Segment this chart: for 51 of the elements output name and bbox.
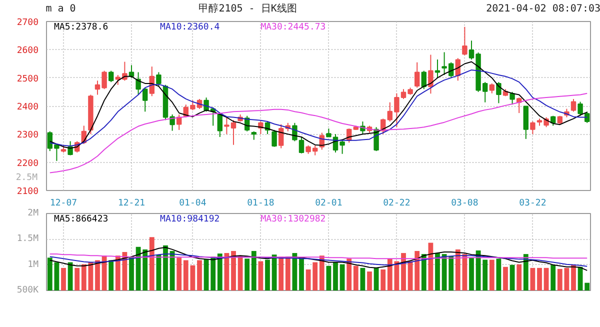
candlestick <box>156 72 162 87</box>
line-series <box>49 254 588 267</box>
text: 2021-04-02 08:07:03 <box>486 4 600 14</box>
y-tick-label: 2300 <box>16 130 39 141</box>
x-tick-label: 02-01 <box>315 198 342 208</box>
candlestick <box>278 124 284 149</box>
text: 2.5M <box>16 172 38 183</box>
candlestick <box>489 82 495 94</box>
candlestick <box>68 140 73 156</box>
text: MA5:866423 <box>54 214 108 224</box>
text: MA30:1302982 <box>260 214 326 224</box>
y-tick-label: 2700 <box>16 18 39 28</box>
text: MA30:2445.73 <box>260 22 326 32</box>
candlestick <box>128 64 134 78</box>
candlestick <box>530 120 536 135</box>
x-tick-label: 12-07 <box>50 198 78 208</box>
candlestick <box>570 98 576 112</box>
x-tick-label: 03-22 <box>519 198 546 208</box>
chart-title: 甲醇2105 - 日K线图 <box>198 2 297 14</box>
x-tick-label: 02-22 <box>383 198 410 208</box>
candlestick <box>510 91 515 106</box>
candlestick <box>428 54 434 94</box>
x-tick-label: 01-18 <box>247 198 274 208</box>
text: MA10:2360.4 <box>160 22 220 32</box>
text: m a 0 <box>46 4 76 14</box>
x-tick-label: 12-21 <box>118 198 146 208</box>
candlestick <box>108 70 114 83</box>
candlestick <box>421 70 427 90</box>
candlestick <box>584 111 590 124</box>
y-tick-label: 2200 <box>16 158 39 169</box>
y-tick-label: 1M <box>28 260 40 270</box>
candlestick <box>578 101 583 116</box>
text: MA5:2378.6 <box>54 22 108 32</box>
candlestick <box>414 62 420 88</box>
y-tick-label: 500K <box>16 286 40 296</box>
candlestick <box>496 82 502 104</box>
text: MA10:984192 <box>160 214 220 224</box>
y-tick-label: 2600 <box>16 46 39 56</box>
candlestick <box>298 136 304 154</box>
x-tick-label: 03-08 <box>451 198 478 208</box>
y-tick-label: 1.5M <box>16 234 40 244</box>
candlestick <box>523 106 529 140</box>
y-tick-label: 2100 <box>16 187 39 197</box>
candlestick <box>462 26 468 56</box>
y-tick-label: 2400 <box>16 102 39 112</box>
line-series <box>49 92 588 174</box>
line-series <box>49 246 588 271</box>
y-tick-label: 2M <box>28 208 40 218</box>
x-tick-label: 01-04 <box>179 198 206 208</box>
y-tick-label: 2500 <box>16 74 39 84</box>
candlestick <box>272 129 277 148</box>
